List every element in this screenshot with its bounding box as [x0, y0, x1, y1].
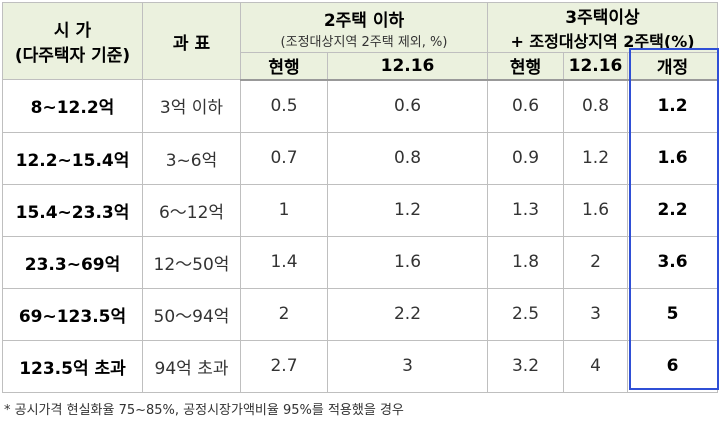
subheader-cell: 개정 [627, 52, 718, 81]
table-cell: 2 [563, 235, 628, 289]
subheader-cell: 현행 [487, 52, 564, 81]
table-cell: 1.2 [563, 131, 628, 185]
table-cell: 1.6 [563, 183, 628, 237]
table-cell: 1.8 [487, 235, 564, 289]
table-row: 23.3~69억 12～50억 1.4 1.6 1.8 2 3.6 [2, 235, 718, 289]
table-cell: 12.2~15.4억 [2, 131, 143, 185]
table-row: 8~12.2억 3억 이하 0.5 0.6 0.6 0.8 1.2 [2, 79, 718, 133]
header-cell: 2주택 이하 (조정대상지역 2주택 제외, %) [240, 2, 488, 53]
table-cell: 3억 이하 [142, 79, 241, 133]
table-cell: 3~6억 [142, 131, 241, 185]
table-cell: 2.2 [327, 287, 488, 341]
header-text: 3주택이상 [565, 8, 640, 28]
table-cell: 69~123.5억 [2, 287, 143, 341]
subheader-cell: 현행 [240, 52, 328, 81]
header-note: + 조정대상지역 2주택(%) [510, 32, 695, 51]
table-cell: 3.6 [627, 235, 718, 289]
header-cell: 과 표 [142, 2, 241, 80]
table-cell: 94억 초과 [142, 339, 241, 393]
footnote: * 공시가격 현실화율 75~85%, 공정시장가액비율 95%를 적용했을 경… [4, 403, 404, 418]
table-cell: 0.6 [487, 79, 564, 133]
table-cell: 0.8 [563, 79, 628, 133]
header-row: 현행 12.16 현행 12.16 개정 [3, 52, 718, 81]
table-cell: 6 [627, 339, 718, 393]
subheader-cell: 12.16 [563, 52, 628, 81]
table-cell: 0.5 [240, 79, 328, 133]
header-note: (조정대상지역 2주택 제외, %) [280, 34, 448, 50]
subheader-cell: 12.16 [327, 52, 488, 81]
table-cell: 0.8 [327, 131, 488, 185]
table-cell: 5 [627, 287, 718, 341]
table-cell: 2 [240, 287, 328, 341]
table-cell: 1.6 [327, 235, 488, 289]
table-cell: 0.6 [327, 79, 488, 133]
rate-table: 시 가 (다주택자 기준) 과 표 2주택 이하 (조정대상지역 2주택 제외, %… [2, 2, 718, 393]
header-text: 시 가 [53, 21, 92, 41]
table-cell: 4 [563, 339, 628, 393]
table-cell: 2.7 [240, 339, 328, 393]
table-cell: 23.3~69억 [2, 235, 143, 289]
table-cell: 3 [327, 339, 488, 393]
table-row: 15.4~23.3억 6～12억 1 1.2 1.3 1.6 2.2 [2, 183, 718, 237]
header-text: (다주택자 기준) [14, 46, 131, 66]
table-row: 12.2~15.4억 3~6억 0.7 0.8 0.9 1.2 1.6 [2, 131, 718, 185]
table-cell: 1.6 [627, 131, 718, 185]
table-cell: 2.2 [627, 183, 718, 237]
table-cell: 3.2 [487, 339, 564, 393]
table-cell: 1 [240, 183, 328, 237]
table-cell: 50～94억 [142, 287, 241, 341]
table-cell: 123.5억 초과 [2, 339, 143, 393]
table-cell: 0.9 [487, 131, 564, 185]
table-cell: 6～12억 [142, 183, 241, 237]
table-row: 123.5억 초과 94억 초과 2.7 3 3.2 4 6 [2, 339, 718, 393]
table-cell: 0.7 [240, 131, 328, 185]
table-row: 69~123.5억 50～94억 2 2.2 2.5 3 5 [2, 287, 718, 341]
table-cell: 1.3 [487, 183, 564, 237]
header-text: 2주택 이하 [323, 10, 405, 31]
table-cell: 1.4 [240, 235, 328, 289]
table-body: 8~12.2억 3억 이하 0.5 0.6 0.6 0.8 1.2 12.2~15.4억 3~6… [2, 79, 718, 393]
table-cell: 8~12.2억 [2, 79, 143, 133]
header-cell: 3주택이상 + 조정대상지역 2주택(%) [487, 2, 718, 53]
header-cell: 시 가 (다주택자 기준) [2, 2, 143, 80]
table-cell: 1.2 [627, 79, 718, 133]
table-cell: 15.4~23.3억 [2, 183, 143, 237]
table-cell: 12～50억 [142, 235, 241, 289]
table-cell: 3 [563, 287, 628, 341]
table-cell: 2.5 [487, 287, 564, 341]
table-cell: 1.2 [327, 183, 488, 237]
